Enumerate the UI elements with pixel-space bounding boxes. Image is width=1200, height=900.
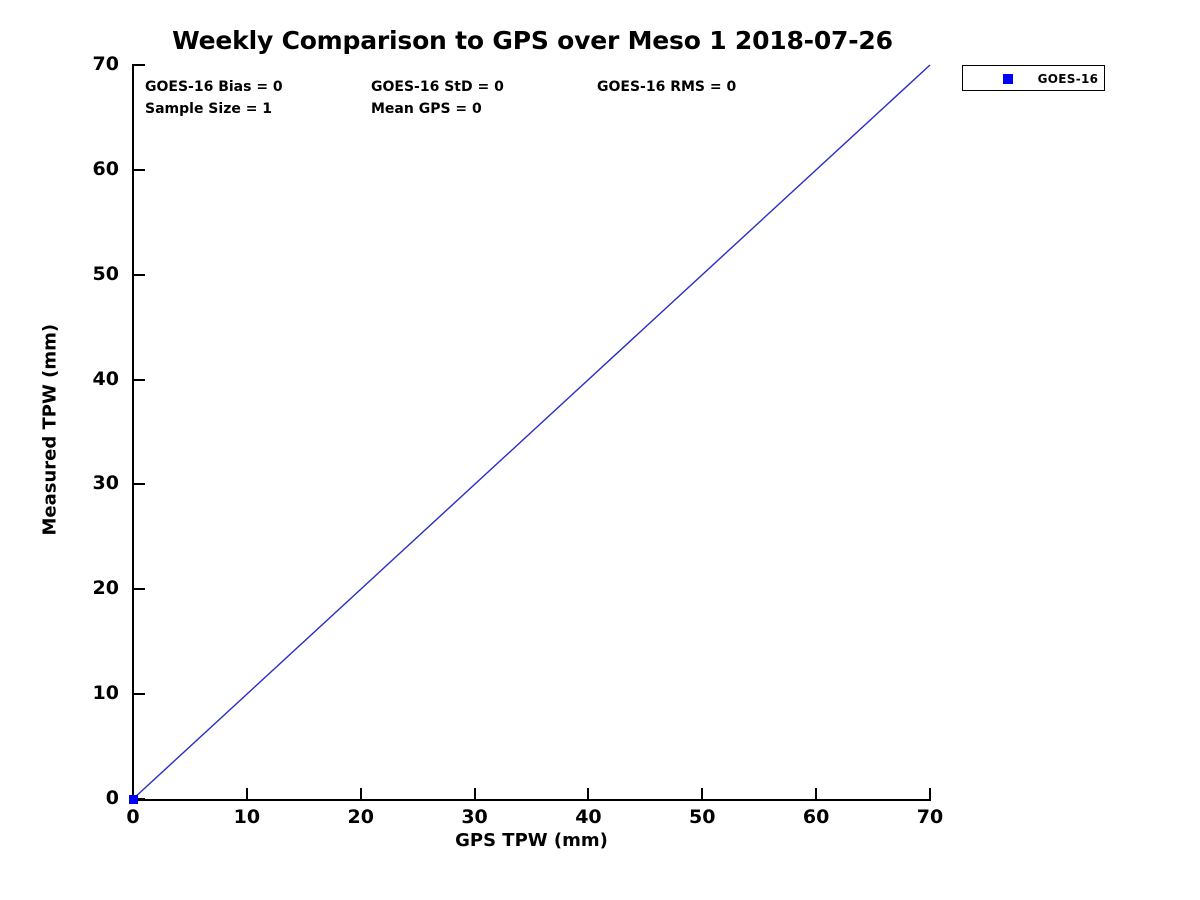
y-tick-label-40: 40	[92, 367, 119, 390]
y-axis-spine	[132, 64, 134, 801]
x-tick-50	[701, 788, 704, 799]
y-tick-30	[134, 483, 145, 486]
y-tick-0	[134, 798, 145, 800]
y-tick-label-30: 30	[92, 472, 119, 495]
annotation-rms: GOES-16 RMS = 0	[597, 79, 737, 95]
plot-area	[128, 64, 931, 804]
legend: GOES-16	[962, 65, 1105, 91]
y-axis-label: Measured TPW (mm)	[39, 323, 61, 536]
annotation-bias: GOES-16 Bias = 0	[145, 79, 283, 95]
x-tick-label-30: 30	[461, 806, 488, 828]
y-tick-label-10: 10	[92, 682, 119, 705]
x-tick-30	[473, 788, 476, 799]
x-tick-label-70: 70	[916, 806, 944, 828]
annotation-sample-size: Sample Size = 1	[145, 101, 273, 117]
page-title: Weekly Comparison to GPS over Meso 1 201…	[172, 26, 893, 55]
legend-entry-goes16: GOES-16	[963, 66, 1104, 90]
x-tick-label-20: 20	[347, 806, 374, 828]
y-tick-label-70: 70	[92, 53, 119, 75]
y-tick-60	[134, 168, 145, 171]
y-tick-label-60: 60	[92, 157, 119, 180]
x-tick-40	[587, 788, 590, 799]
x-tick-label-10: 10	[233, 806, 261, 828]
x-tick-label-40: 40	[575, 806, 602, 828]
x-tick-0	[132, 788, 134, 799]
y-tick-label-20: 20	[92, 577, 119, 600]
y-tick-label-50: 50	[92, 262, 119, 285]
data-point-marker	[128, 794, 138, 804]
x-tick-20	[359, 788, 362, 799]
x-tick-60	[815, 788, 818, 799]
y-tick-50	[134, 273, 145, 276]
annotation-mean-gps: Mean GPS = 0	[371, 101, 482, 117]
x-tick-label-0: 0	[126, 806, 140, 828]
one-to-one-reference-line	[132, 64, 931, 800]
annotation-std: GOES-16 StD = 0	[371, 79, 504, 95]
y-tick-20	[134, 588, 145, 591]
y-tick-10	[134, 693, 145, 696]
x-tick-70	[929, 788, 931, 799]
x-axis-label: GPS TPW (mm)	[455, 830, 608, 851]
x-tick-label-50: 50	[689, 806, 716, 828]
x-tick-label-60: 60	[802, 806, 830, 828]
y-tick-label-0: 0	[105, 787, 119, 809]
x-tick-10	[245, 788, 248, 799]
y-tick-40	[134, 378, 145, 381]
legend-marker-square	[1003, 74, 1013, 84]
legend-label: GOES-16	[1037, 72, 1099, 86]
series-layer	[132, 64, 931, 800]
y-tick-70	[134, 64, 145, 66]
x-axis-spine	[132, 799, 931, 801]
